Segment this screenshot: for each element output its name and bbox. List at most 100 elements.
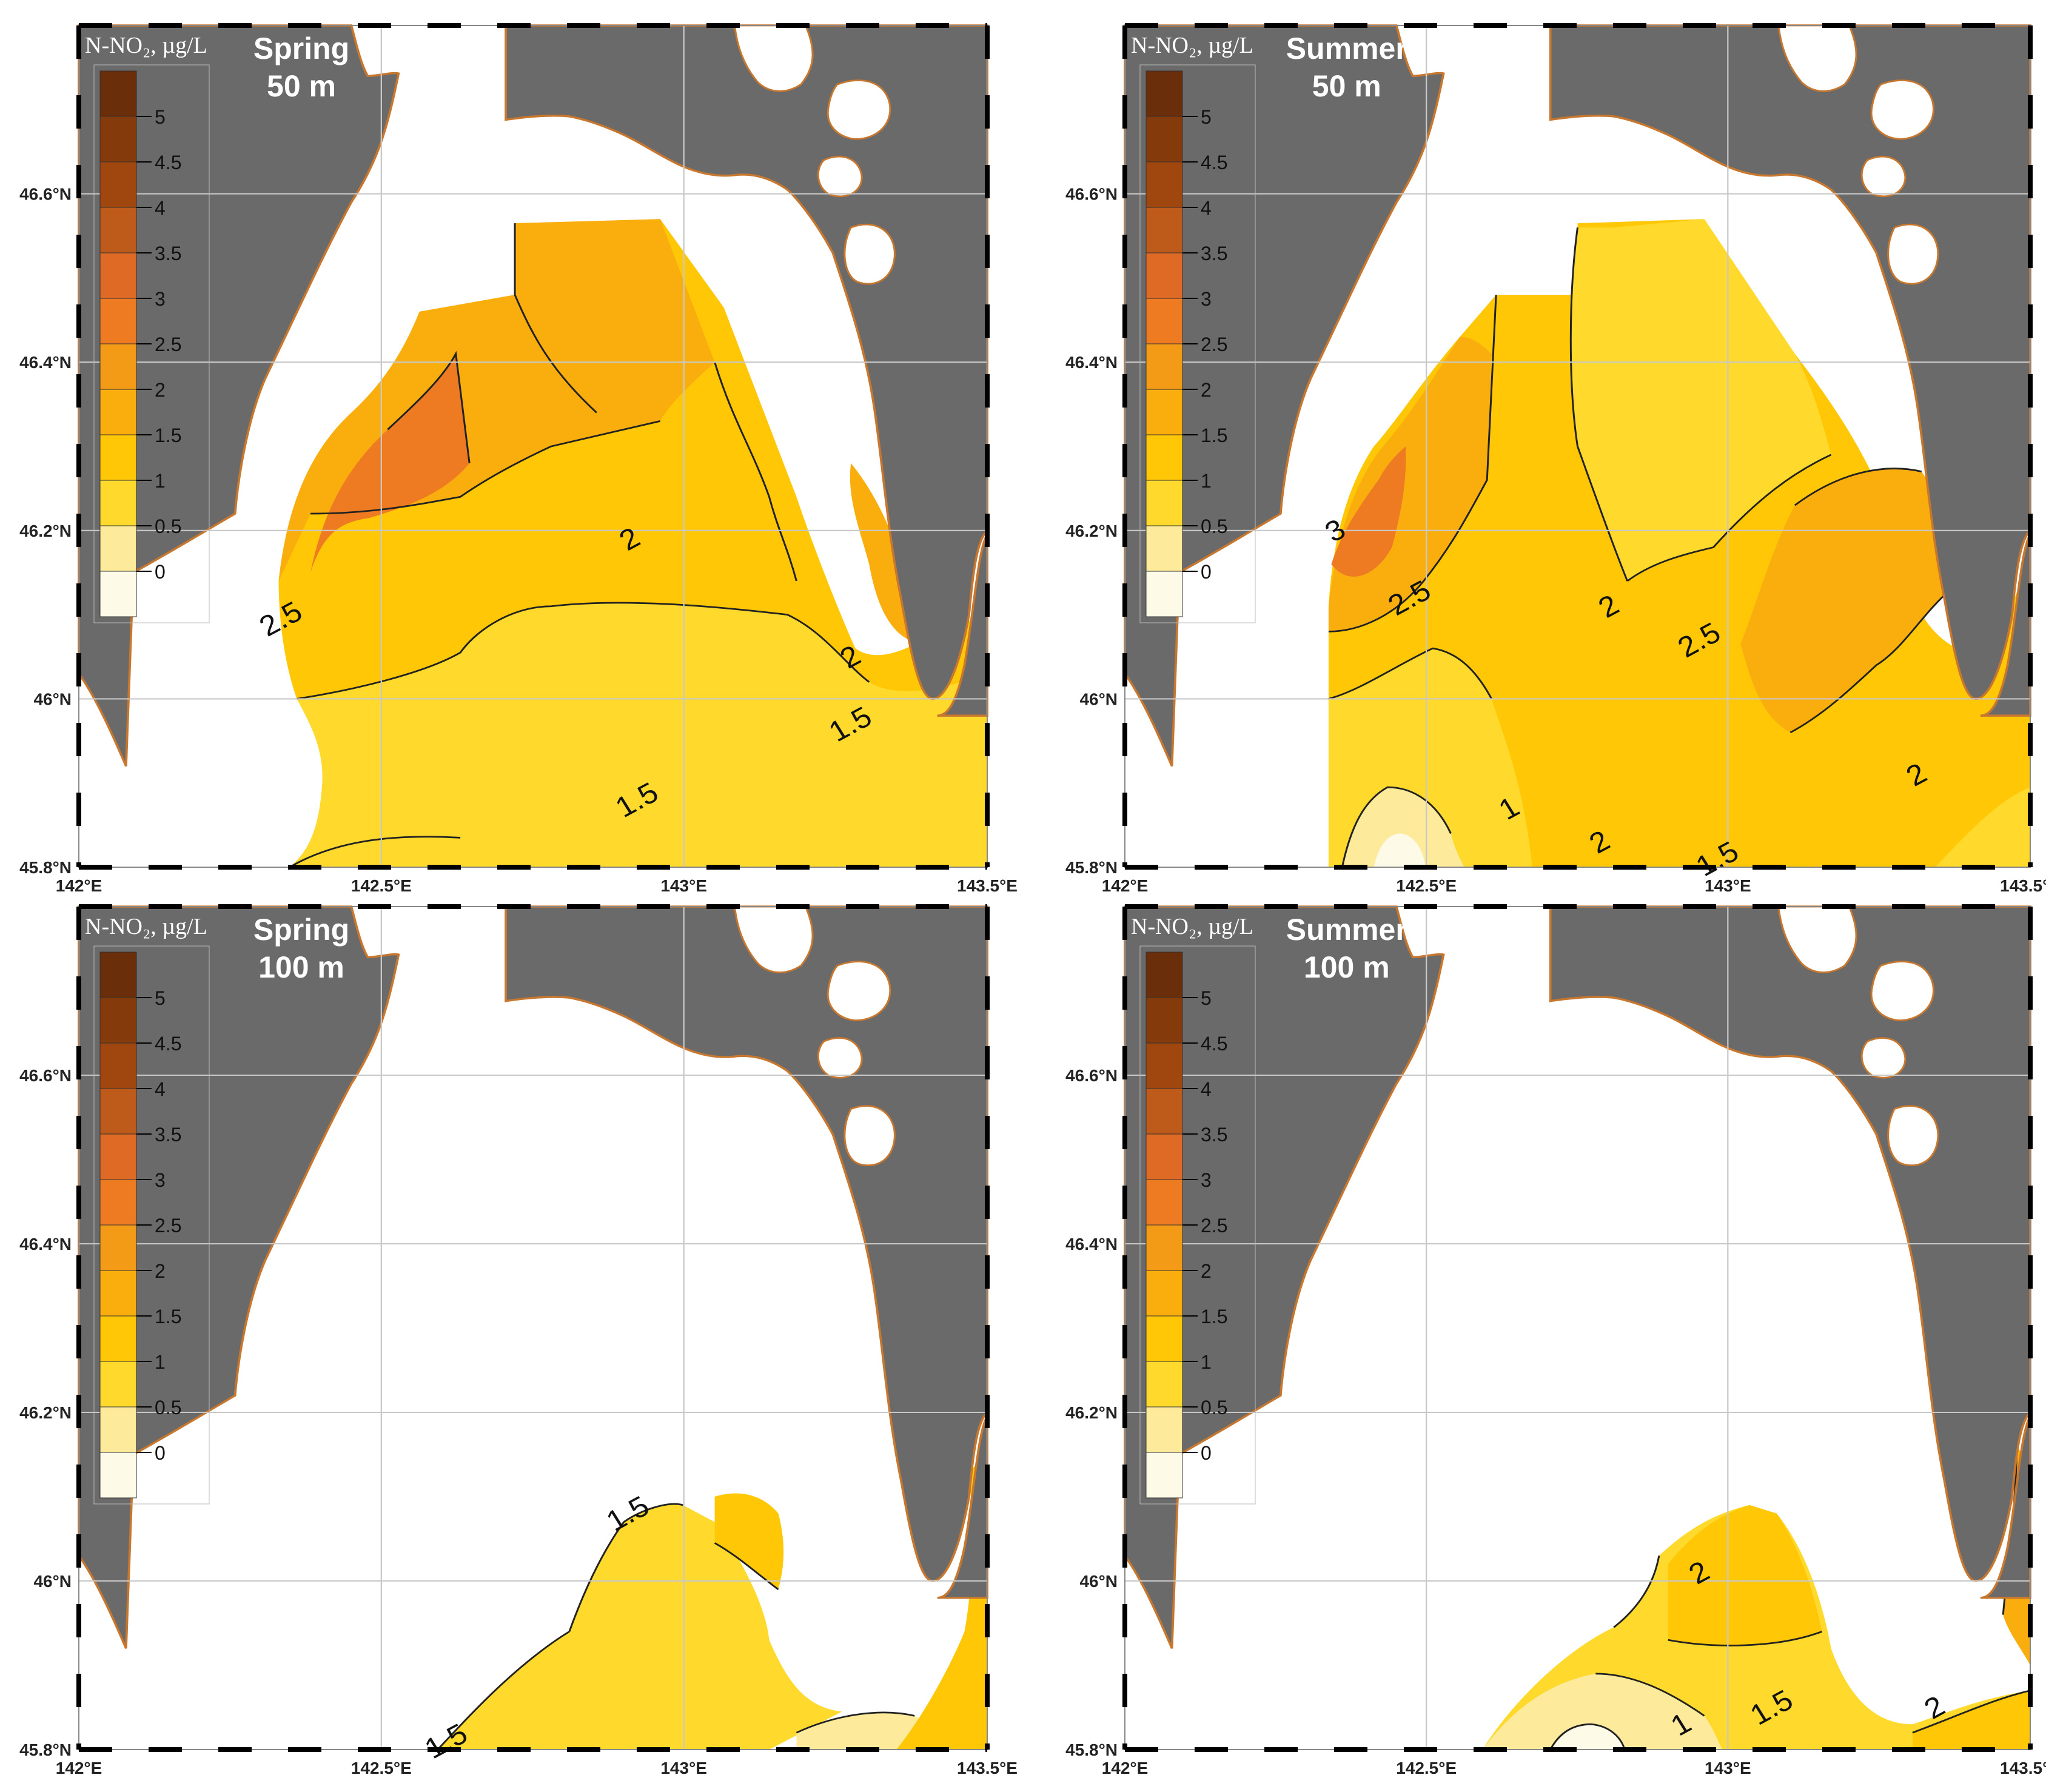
lon-tick-label: 143°E: [1705, 1759, 1751, 1777]
lat-tick-label: 46.2°N: [19, 1403, 72, 1422]
lat-tick-label: 46.4°N: [1065, 353, 1118, 372]
contour-line: [568, 1503, 683, 1632]
lat-tick-label: 46.4°N: [19, 353, 72, 372]
lat-tick-label: 46°N: [1079, 1572, 1118, 1591]
lon-tick-label: 143°E: [660, 876, 707, 895]
legend-label: 5: [1201, 987, 1212, 1009]
lat-tick-label: 46.2°N: [19, 522, 72, 540]
legend-label: 4.5: [155, 1033, 181, 1055]
legend-label: 3: [1201, 1169, 1212, 1191]
lake: [1860, 155, 1907, 198]
legend-label: 1: [155, 470, 166, 492]
contour-line: [1668, 1631, 1823, 1646]
land-east: [1980, 1413, 2031, 1599]
legend-swatch: [99, 1133, 137, 1180]
contour-line: [1595, 1673, 1705, 1717]
legend-swatch: [99, 434, 137, 481]
legend-swatch: [99, 70, 137, 117]
lat-tick-label: 46.2°N: [1065, 522, 1118, 540]
legend-swatch: [1145, 1452, 1183, 1498]
panel-season: Spring: [253, 32, 349, 65]
legend-label: 0.5: [1201, 1397, 1227, 1418]
legend-label: 1: [1201, 1351, 1212, 1373]
lon-tick-label: 142.5°E: [351, 876, 412, 895]
legend-label: 2: [155, 1260, 166, 1282]
legend: N-NO₂, µg/L 5 4.5 4 3.5 3 2.5 2 1.5 1 0.5 0: [85, 914, 210, 1505]
lon-tick-label: 143.5°E: [2000, 1759, 2046, 1777]
contour-line: [289, 836, 461, 868]
legend-swatch: [99, 116, 137, 163]
panel-frame-2: Summer 50 m N-NO₂, µg/L 5 4.5 4 3.5 3 2.5 2 1.5 1 0.…: [1065, 23, 2046, 895]
legend-label: 4: [155, 197, 166, 219]
legend-frame: [93, 945, 210, 1505]
legend-label: 2.5: [155, 1215, 181, 1237]
legend-swatch: [99, 343, 137, 390]
lon-tick-label: 143°E: [660, 1759, 707, 1777]
legend-frame: [93, 64, 210, 623]
legend-swatch: [99, 298, 137, 344]
lake: [817, 155, 863, 198]
legend-label: 0: [1201, 1442, 1212, 1464]
concentration-area: [1331, 446, 1406, 577]
legend-label: 0: [1201, 561, 1212, 583]
lake: [844, 1105, 896, 1167]
legend-title: N-NO₂, µg/L: [85, 33, 207, 58]
concentration-area: [714, 1493, 784, 1589]
lon-tick-label: 142.5°E: [1396, 876, 1457, 895]
legend-title: N-NO₂, µg/L: [85, 914, 207, 939]
lat-tick-label: 46.4°N: [19, 1235, 72, 1253]
legend-label: 0.5: [155, 1397, 181, 1418]
lon-tick-label: 142°E: [56, 876, 102, 895]
lat-tick-label: 45.8°N: [1065, 1740, 1118, 1759]
legend-label: 1.5: [1201, 1306, 1227, 1327]
legend-swatch: [1145, 207, 1183, 253]
legend-swatch: [99, 997, 137, 1044]
legend-swatch: [1145, 161, 1183, 208]
legend-label: 4: [1201, 1078, 1212, 1100]
contour-line: [1613, 1555, 1660, 1628]
concentration-area: [1935, 787, 2030, 867]
legend-swatch: [1145, 1042, 1183, 1089]
contour-line: [1912, 1690, 2031, 1734]
contour-line: [297, 602, 870, 700]
contour-line: [1569, 227, 1629, 582]
contour-line: [1794, 468, 1922, 506]
lon-tick-label: 143.5°E: [2000, 876, 2046, 895]
legend-label: 1: [1201, 470, 1212, 492]
legend-label: 3.5: [1201, 243, 1227, 264]
contour-line: [1328, 647, 1493, 700]
legend-swatch: [1145, 1270, 1183, 1317]
legend-label: 5: [1201, 106, 1212, 128]
panel-frame-1: Spring 50 m N-NO₂, µg/L 5 4.5 4 3.5 3 2.5 2 1.5 1 0.…: [19, 23, 1018, 895]
legend-label: 2.5: [155, 334, 181, 355]
concentration-area: [310, 354, 470, 573]
panel-depth: 100 m: [1304, 950, 1390, 984]
legend-label: 0.5: [155, 515, 181, 537]
lat-tick-label: 46°N: [33, 1572, 72, 1591]
legend-swatch: [1145, 571, 1183, 617]
contour-line: [1341, 786, 1452, 868]
panel-depth: 50 m: [1312, 69, 1381, 103]
concentration-area: [1740, 468, 1951, 733]
legend-label: 3: [1201, 288, 1212, 310]
concentration-area: [437, 1504, 842, 1750]
legend-label: 0: [155, 561, 166, 583]
legend-swatch: [1145, 1224, 1183, 1271]
contour-line: [1328, 295, 1497, 633]
panel-season: Summer: [1286, 913, 1407, 947]
lon-tick-label: 143.5°E: [957, 1759, 1018, 1777]
contour-line: [1549, 1723, 1626, 1750]
lat-tick-label: 45.8°N: [19, 858, 72, 877]
legend-swatch: [99, 161, 137, 208]
legend-label: 3.5: [1201, 1124, 1227, 1146]
contour-line: [437, 1631, 570, 1750]
legend-swatch: [1145, 480, 1183, 526]
lon-tick-label: 143°E: [1705, 876, 1751, 895]
legend-label: 0: [155, 1442, 166, 1464]
legend-swatch: [1145, 1315, 1183, 1362]
legend-title: N-NO₂, µg/L: [1131, 33, 1253, 58]
panel-season: Spring: [253, 913, 349, 947]
legend-swatch: [99, 207, 137, 253]
legend-swatch: [99, 1361, 137, 1408]
